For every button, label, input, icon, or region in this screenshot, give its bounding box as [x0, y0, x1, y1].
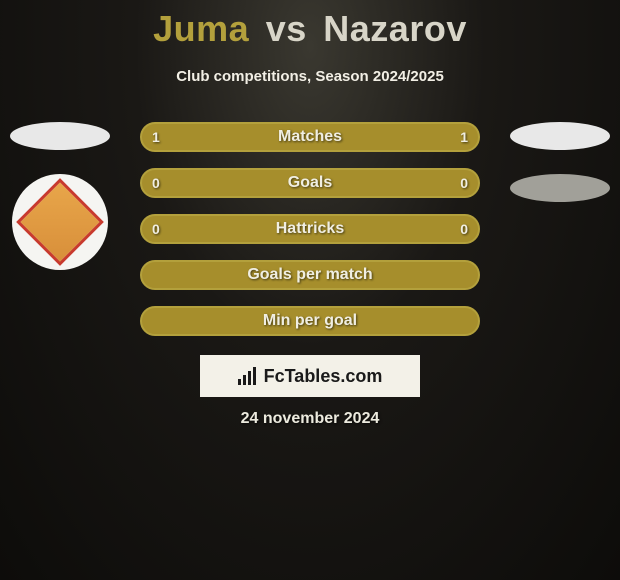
vs-separator: vs: [266, 8, 307, 49]
stat-bar-goals: 0 Goals 0: [140, 168, 480, 198]
stat-value-right: 1: [460, 129, 468, 145]
player1-country-flag: [10, 122, 110, 150]
snapshot-date: 24 november 2024: [0, 410, 620, 428]
player1-column: [10, 122, 110, 270]
stat-value-right: 0: [460, 175, 468, 191]
player1-team-badge: [12, 174, 108, 270]
stat-label: Min per goal: [263, 312, 357, 330]
stat-bar-min-per-goal: Min per goal: [140, 306, 480, 336]
player2-team-flag: [510, 174, 610, 202]
stat-value-left: 0: [152, 221, 160, 237]
player2-column: [510, 122, 610, 202]
player2-name: Nazarov: [323, 8, 467, 49]
stat-value-left: 0: [152, 175, 160, 191]
stat-bar-goals-per-match: Goals per match: [140, 260, 480, 290]
competition-subtitle: Club competitions, Season 2024/2025: [0, 68, 620, 85]
player2-country-flag: [510, 122, 610, 150]
stat-label: Goals per match: [247, 266, 372, 284]
site-attribution[interactable]: FcTables.com: [200, 355, 420, 397]
barchart-icon: [238, 367, 258, 385]
stat-value-left: 1: [152, 129, 160, 145]
team-badge-inner: [16, 178, 104, 266]
stat-label: Matches: [278, 128, 342, 146]
stat-value-right: 0: [460, 221, 468, 237]
stat-bar-hattricks: 0 Hattricks 0: [140, 214, 480, 244]
stat-bars: 1 Matches 1 0 Goals 0 0 Hattricks 0 Goal…: [140, 122, 480, 352]
player1-name: Juma: [153, 8, 249, 49]
stat-bar-matches: 1 Matches 1: [140, 122, 480, 152]
comparison-title: Juma vs Nazarov: [0, 0, 620, 50]
stat-label: Hattricks: [276, 220, 344, 238]
stat-label: Goals: [288, 174, 332, 192]
site-name: FcTables.com: [264, 366, 383, 387]
